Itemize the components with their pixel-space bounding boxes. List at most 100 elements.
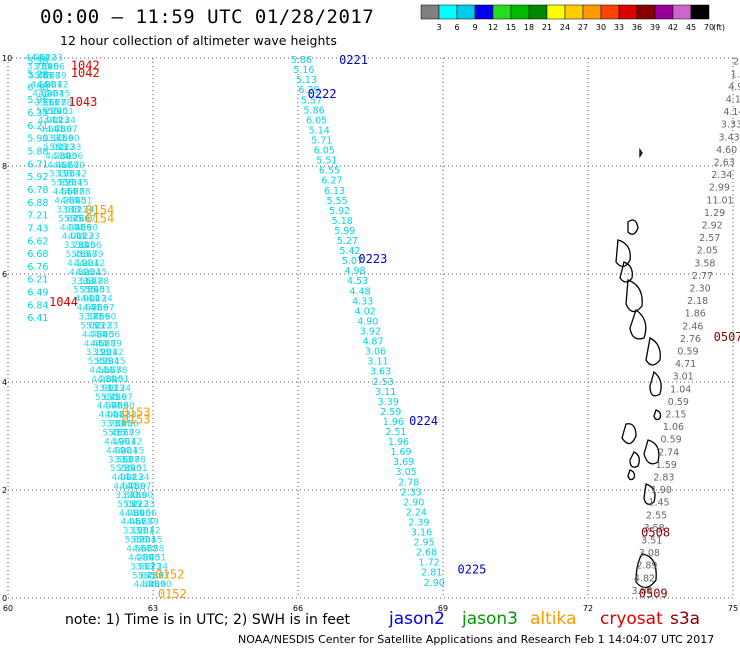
x-tick-label: 69 bbox=[438, 604, 448, 613]
track-value: 3.11 bbox=[375, 387, 396, 398]
track-value: 4.42 bbox=[122, 437, 142, 447]
track-value: 3.55 bbox=[34, 98, 54, 108]
island-outline bbox=[619, 261, 633, 283]
track-value: 6.84 bbox=[27, 300, 48, 311]
track-value: 3.43 bbox=[719, 132, 740, 143]
track-value: 4.19 bbox=[30, 80, 50, 90]
colorbar-label: 45 bbox=[686, 23, 696, 32]
track-value: 4.37 bbox=[134, 580, 154, 590]
track-value: 4.46 bbox=[47, 161, 67, 171]
pass-label: 0223 bbox=[358, 252, 387, 266]
pass-label: 0152 bbox=[155, 568, 184, 582]
track-value: 5.79 bbox=[83, 250, 103, 260]
track-value: 5.33 bbox=[61, 143, 81, 153]
track-value: 3.60 bbox=[60, 134, 80, 144]
track-value: 5.86 bbox=[304, 105, 325, 116]
colorbar-label: 9 bbox=[472, 23, 477, 32]
track-value: 2. bbox=[733, 57, 740, 68]
pass-label: 0152 bbox=[158, 587, 187, 601]
track-value: 5.51 bbox=[91, 286, 111, 296]
track-value: 5.57 bbox=[35, 72, 55, 82]
track-value: 5.18 bbox=[332, 216, 353, 227]
track-value: 2.57 bbox=[699, 233, 720, 244]
track-value: 5.39 bbox=[116, 464, 136, 474]
track-value: 5.51 bbox=[128, 464, 148, 474]
track-value: 5.00 bbox=[80, 321, 100, 331]
track-value: 4.48 bbox=[350, 286, 371, 297]
track-value: 4.13 bbox=[124, 473, 144, 483]
track-value: 3.24 bbox=[74, 205, 94, 215]
track-value: 2.90 bbox=[403, 497, 424, 508]
track-value: 4.79 bbox=[65, 161, 85, 171]
track-value: 5.15 bbox=[142, 536, 162, 546]
track-value: 4.84 bbox=[88, 330, 108, 340]
track-value: 4.13 bbox=[87, 295, 107, 305]
track-value: 5.39 bbox=[79, 286, 99, 296]
island-outline bbox=[615, 239, 631, 268]
track-value: 2.74 bbox=[658, 447, 679, 458]
track-value: 4.97 bbox=[58, 125, 78, 135]
track-value: 4.22 bbox=[111, 411, 131, 421]
track-value: 2.95 bbox=[413, 538, 434, 549]
track-value: 4.98 bbox=[344, 266, 365, 277]
track-value: 3.48 bbox=[84, 312, 104, 322]
track-value: 5.51 bbox=[54, 107, 74, 117]
track-value: 5.57 bbox=[108, 428, 128, 438]
track-value: 4.06 bbox=[100, 330, 120, 340]
track-value: 5.68 bbox=[41, 72, 61, 82]
track-value: 6.05 bbox=[306, 115, 327, 126]
track-value: 5.22 bbox=[55, 143, 75, 153]
colorbar-swatch bbox=[474, 4, 494, 20]
track-value: 5.22 bbox=[129, 500, 149, 510]
track-value: 4.11 bbox=[68, 232, 88, 242]
axis-ticks: 60 63 66 69 72 75 0 2 4 6 8 10 bbox=[2, 54, 738, 613]
track-value: 4.82 bbox=[69, 268, 89, 278]
colorbar-label: 42 bbox=[668, 23, 678, 32]
track-value: 5.46 bbox=[65, 250, 85, 260]
track-value: 4.57 bbox=[53, 161, 73, 171]
pass-label: 0153 bbox=[122, 406, 151, 420]
track-value: 4.15 bbox=[50, 89, 70, 99]
track-value: 4.42 bbox=[48, 80, 68, 90]
track-value: 3.19 bbox=[86, 348, 106, 358]
track-value: 4.88 bbox=[107, 366, 127, 376]
track-value: 5.38 bbox=[27, 57, 48, 68]
track-value: 4.22 bbox=[74, 232, 94, 242]
track-value: 11.01 bbox=[706, 195, 733, 206]
track-value: 4.22 bbox=[37, 54, 57, 64]
track-value: 3.42 bbox=[141, 527, 161, 537]
track-value: 2.89 bbox=[636, 561, 657, 572]
legend-cryosat: cryosat bbox=[600, 609, 663, 629]
track-value: 4.39 bbox=[60, 196, 80, 206]
track-value: 4.48 bbox=[66, 223, 86, 233]
track-value: 6.78 bbox=[27, 185, 48, 196]
track-value: 5.28 bbox=[27, 70, 48, 81]
track-value: 2.78 bbox=[398, 477, 419, 488]
track-value: 4.75 bbox=[46, 125, 66, 135]
track-value: 5.88 bbox=[27, 146, 48, 157]
track-value: 5.71 bbox=[311, 135, 332, 146]
track-value: 5.00 bbox=[43, 143, 63, 153]
island-outline bbox=[625, 279, 643, 313]
track-value: 2.30 bbox=[690, 284, 711, 295]
track-value: 3.31 bbox=[98, 348, 118, 358]
track-value: 1.86 bbox=[685, 309, 706, 320]
track-value: 4.40 bbox=[140, 553, 160, 563]
island-outline bbox=[627, 469, 636, 481]
satellite-tracks: 4.003.735.464.194.823.555.284.914.643.37… bbox=[25, 54, 740, 597]
track-value: 5.68 bbox=[114, 428, 134, 438]
track-value: 3.88 bbox=[632, 586, 653, 597]
track-value: 5.86 bbox=[291, 55, 312, 66]
track-value: 4.95 bbox=[57, 152, 77, 162]
track-value: 4.39 bbox=[97, 375, 117, 385]
track-value: 3.92 bbox=[360, 326, 381, 337]
pass-label: 0509 bbox=[639, 587, 668, 601]
island-outline bbox=[629, 451, 640, 468]
track-value: 4.77 bbox=[65, 188, 85, 198]
track-value: 3.19 bbox=[123, 527, 143, 537]
track-value: 4.31 bbox=[42, 80, 62, 90]
track-value: 3.08 bbox=[639, 548, 660, 559]
track-value: 7.43 bbox=[27, 223, 48, 234]
track-value: 4.20 bbox=[36, 80, 56, 90]
